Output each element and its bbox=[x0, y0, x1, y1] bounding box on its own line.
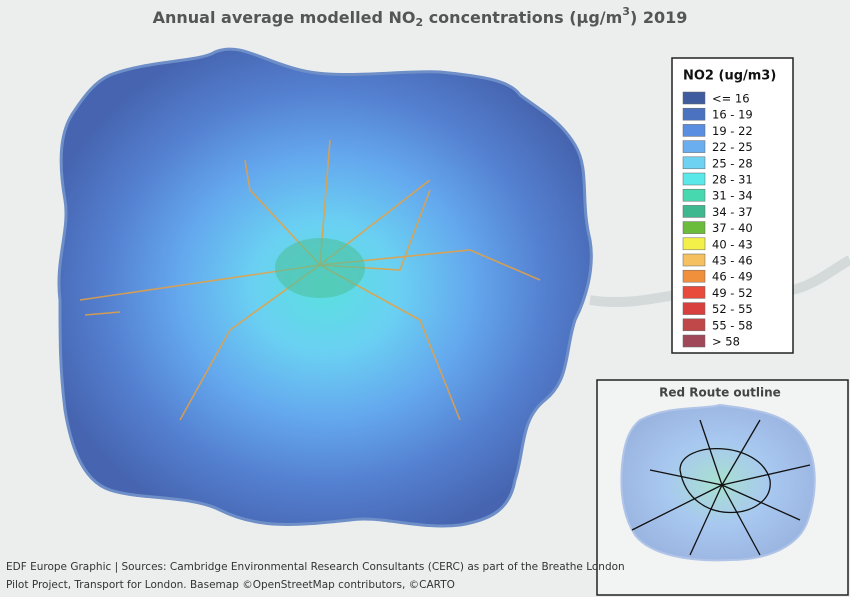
legend-swatch bbox=[682, 302, 706, 315]
title-superscript: 3 bbox=[622, 5, 630, 18]
legend-swatch bbox=[682, 91, 706, 105]
legend-label: 49 - 52 bbox=[712, 286, 753, 300]
title-part: Annual average modelled NO bbox=[153, 8, 416, 27]
legend-label: 16 - 19 bbox=[712, 108, 753, 122]
source: EDF Europe Graphic | Sources: Cambridge … bbox=[6, 561, 625, 591]
legend-swatch bbox=[682, 221, 706, 234]
legend-swatch bbox=[682, 140, 706, 153]
inset-map bbox=[620, 403, 816, 562]
legend-label: 43 - 46 bbox=[712, 254, 753, 268]
legend-label: 52 - 55 bbox=[712, 302, 753, 316]
source-line: Pilot Project, Transport for London. Bas… bbox=[6, 579, 455, 591]
legend-swatch bbox=[682, 253, 706, 267]
legend-swatch bbox=[682, 334, 706, 348]
legend-label: 31 - 34 bbox=[712, 189, 753, 203]
legend-label: 55 - 58 bbox=[712, 318, 753, 332]
legend: NO2 (ug/m3) <= 16 16 - 19 19 - 22 22 - 25 25… bbox=[671, 57, 794, 354]
legend-swatch bbox=[682, 156, 706, 170]
inset-title: Red Route outline bbox=[659, 386, 781, 400]
source-line: EDF Europe Graphic | Sources: Cambridge … bbox=[6, 561, 625, 573]
title-subscript: 2 bbox=[415, 16, 423, 29]
central-hotspot bbox=[275, 238, 365, 298]
title-part: concentrations (µg/m bbox=[423, 8, 622, 27]
legend-swatch bbox=[682, 205, 706, 218]
legend-label: 22 - 25 bbox=[712, 140, 753, 154]
legend-label: 19 - 22 bbox=[712, 124, 753, 138]
legend-label: 25 - 28 bbox=[712, 156, 753, 170]
legend-swatch bbox=[682, 107, 706, 121]
map-title: Annual average modelled NO2 concentratio… bbox=[153, 5, 688, 29]
legend-label: <= 16 bbox=[712, 92, 750, 106]
legend-swatch bbox=[682, 237, 706, 251]
legend-label: 40 - 43 bbox=[712, 237, 753, 251]
legend-title: NO2 (ug/m3) bbox=[683, 69, 776, 84]
legend-label: > 58 bbox=[712, 335, 740, 349]
legend-label: 34 - 37 bbox=[712, 205, 753, 219]
legend-swatch bbox=[682, 172, 706, 186]
red-routes bbox=[631, 419, 811, 556]
legend-swatch bbox=[682, 286, 706, 299]
legend-label: 46 - 49 bbox=[712, 270, 753, 284]
legend-swatch bbox=[682, 188, 706, 202]
legend-swatch bbox=[682, 318, 706, 332]
legend-label: 28 - 31 bbox=[712, 173, 753, 187]
title-part: ) 2019 bbox=[630, 8, 687, 27]
legend-label: 37 - 40 bbox=[712, 221, 753, 235]
legend-swatch bbox=[682, 124, 706, 137]
legend-swatch bbox=[682, 269, 706, 283]
